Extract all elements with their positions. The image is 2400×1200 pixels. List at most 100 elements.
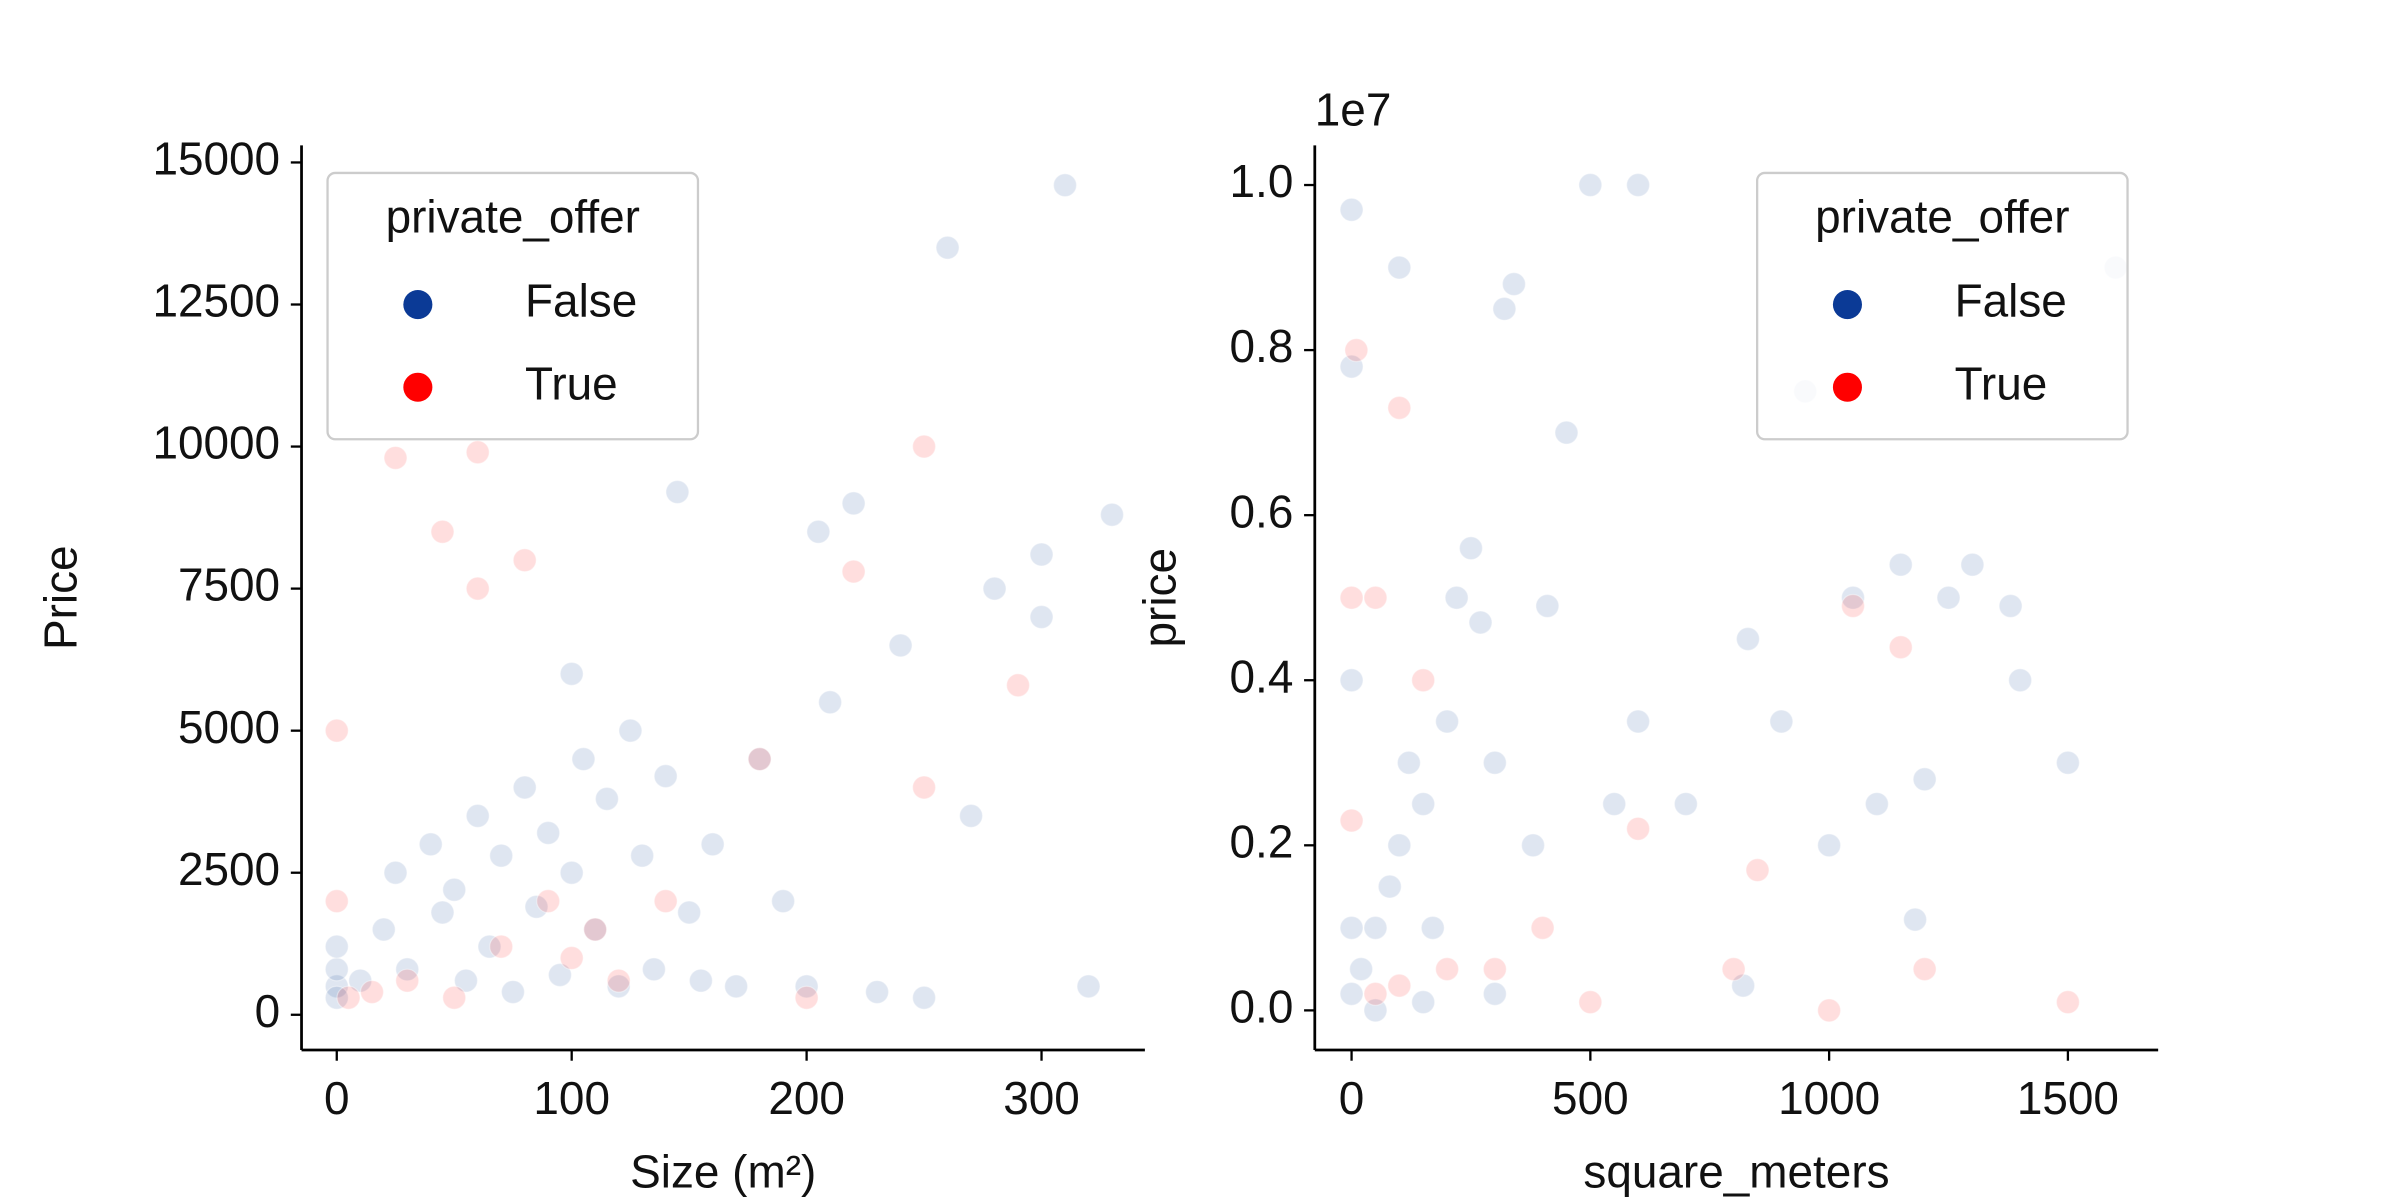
legend-label: False [1955,275,2067,327]
point [864,979,890,1005]
legend-marker [403,372,433,402]
point [2055,750,2080,775]
point [324,974,349,999]
point [536,820,561,846]
point [606,974,631,999]
point [1387,255,1412,280]
point [1387,833,1412,858]
point [1444,585,1469,610]
legend-marker [403,290,433,320]
point [1817,833,1842,858]
point [771,889,796,914]
x-tick-label: 1500 [2017,1072,2119,1124]
point [1396,750,1421,775]
plot-area [324,173,1125,1010]
point [1501,271,1527,297]
point [1482,750,1507,775]
point [1721,957,1746,982]
y-tick-label: 15000 [152,133,280,185]
y-tick-label: 7500 [178,559,280,611]
point [2008,668,2033,693]
x-tick-label: 1000 [1778,1072,1880,1124]
point [1745,857,1770,883]
point [935,235,960,260]
point [1912,957,1937,982]
point [1434,709,1460,734]
point [583,917,608,942]
point [359,979,385,1005]
point [1578,990,1603,1015]
point [1411,990,1436,1015]
point [1864,791,1889,817]
point [465,440,490,465]
point [641,957,667,982]
point [594,786,620,811]
point [430,900,455,925]
x-tick-label: 100 [533,1072,610,1124]
point [888,633,913,658]
point [700,832,725,857]
point [1960,552,1985,577]
point [1363,915,1388,940]
legend-title: private_offer [386,191,640,243]
point [653,764,678,789]
x-axis-label: square_meters [1583,1146,1889,1198]
x-tick-label: 300 [1003,1072,1080,1124]
point [818,690,843,715]
point [1468,610,1493,635]
point [911,775,937,800]
point [1029,604,1054,630]
point [1554,420,1579,445]
legend-marker [1832,290,1862,320]
point [1387,973,1412,998]
point [958,803,984,828]
y-axis-label: price [1133,548,1185,648]
x-tick-label: 500 [1552,1072,1629,1124]
point [1731,973,1756,998]
x-axis-label: Size (m²) [630,1146,816,1198]
point [512,775,537,800]
point [1339,808,1364,833]
x-tick-label: 200 [768,1072,845,1124]
point [465,576,490,601]
legend-label: True [1955,357,2048,409]
point [1458,536,1484,561]
legend-box [1755,171,2129,441]
point [1482,957,1507,982]
point [559,860,584,885]
point [1902,907,1928,932]
point [324,718,349,743]
point [1029,542,1054,567]
y-tick-label: 0 [255,985,281,1037]
point [1817,998,1842,1023]
point [324,934,349,959]
point [336,985,361,1010]
point [2055,990,2080,1015]
point [841,491,866,516]
point [524,894,549,919]
point [618,718,643,743]
point [1626,816,1651,841]
point [324,957,349,982]
legend-marker [1832,372,1862,402]
point [1578,172,1603,198]
point [1530,915,1555,940]
point [653,889,678,914]
point [1339,585,1364,610]
point [418,832,443,857]
point [1520,833,1546,858]
point [1387,395,1412,420]
x-tick-label: 0 [1339,1072,1365,1124]
y-tick-label: 1.0 [1230,155,1294,207]
point [1535,593,1560,619]
legend-label: False [525,275,637,327]
legend: private_offer False True [1755,171,2129,441]
point [1769,709,1794,734]
point [1005,673,1031,698]
point [1344,338,1369,363]
point [1363,998,1388,1023]
legend-label: True [525,357,618,409]
point [747,746,772,772]
point [1377,874,1402,899]
